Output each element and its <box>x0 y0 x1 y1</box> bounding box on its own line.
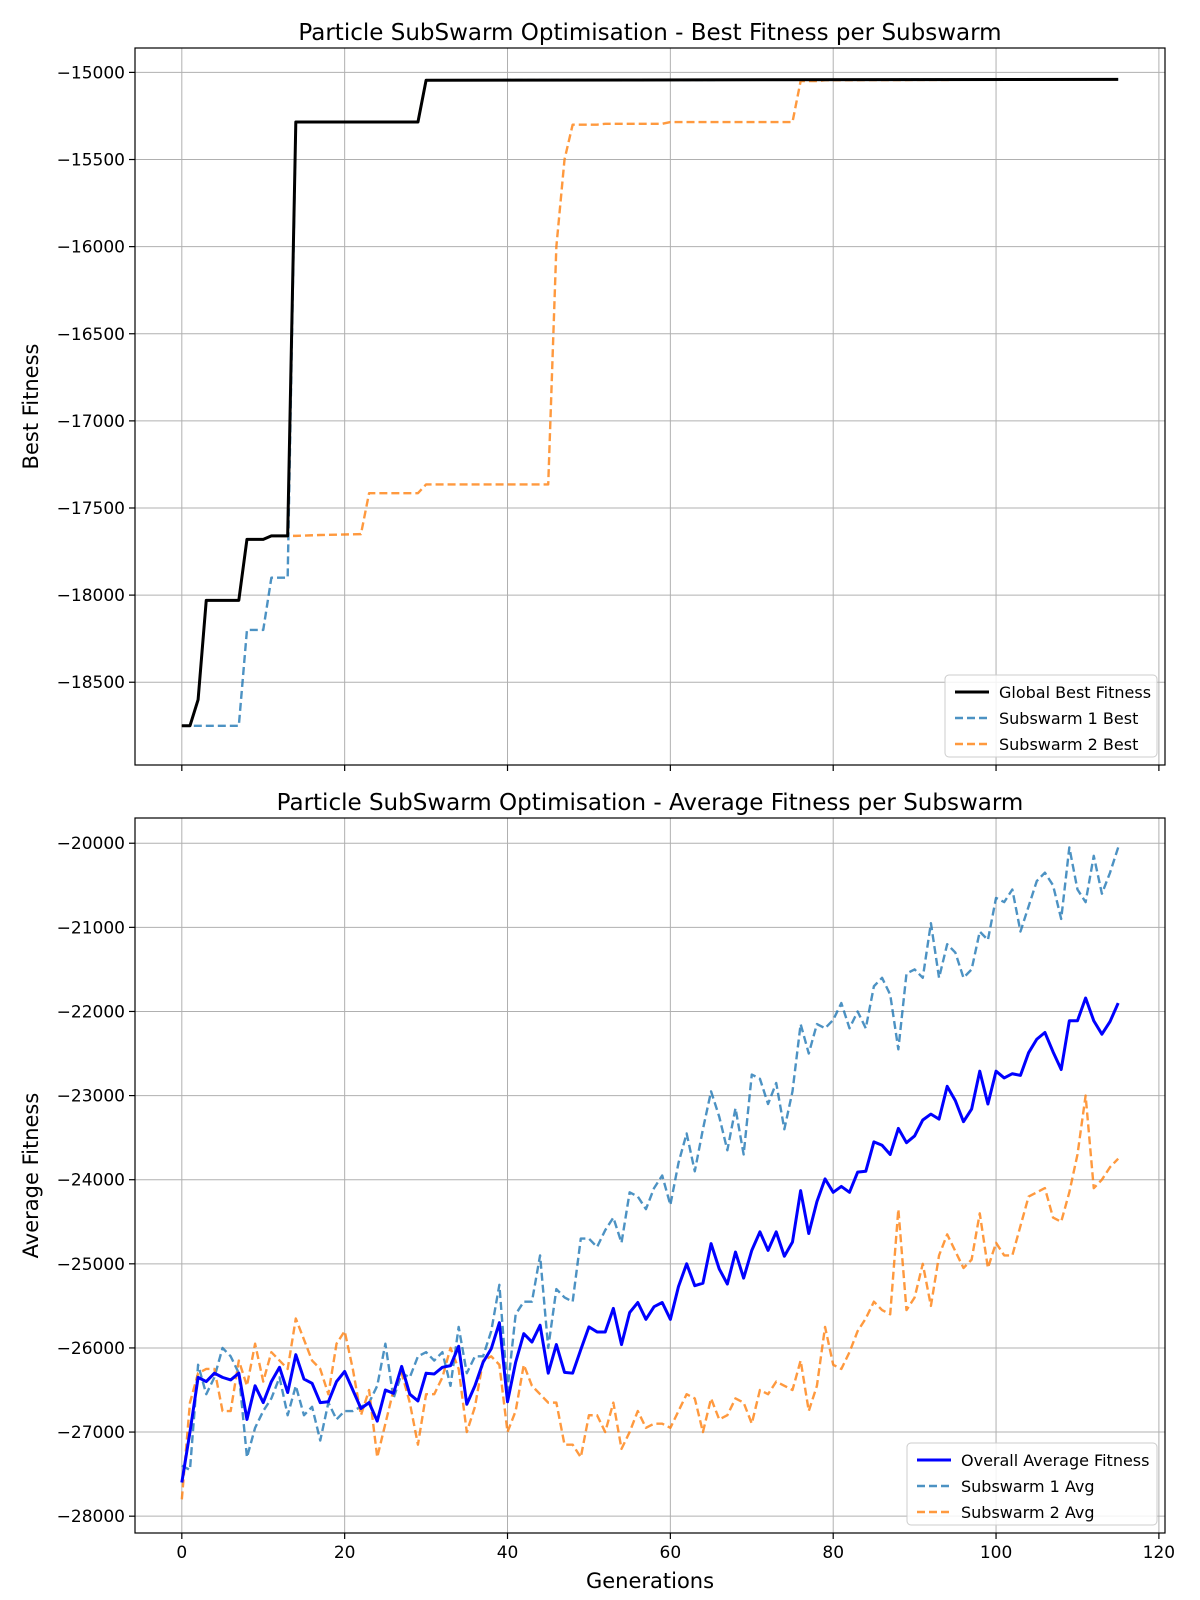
y-tick-label: −21000 <box>57 918 125 938</box>
axes-frame <box>134 47 1166 766</box>
average-fitness-chart: Particle SubSwarm Optimisation - Average… <box>19 790 1175 1593</box>
legend-label: Subswarm 2 Avg <box>961 1503 1095 1522</box>
y-tick-label: −25000 <box>57 1255 125 1275</box>
x-tick-label: 80 <box>822 1543 844 1563</box>
legend-label: Subswarm 1 Best <box>999 709 1138 728</box>
legend: Global Best Fitness Subswarm 1 Best Subswa… <box>944 674 1158 758</box>
axes-frame <box>134 817 1166 1534</box>
y-tick-label: −15500 <box>57 151 125 171</box>
series-line-subswarm-2-best <box>181 78 1119 727</box>
x-tick-label: 100 <box>980 1543 1012 1563</box>
y-tick-label: −16500 <box>57 325 125 345</box>
series-line-subswarm-2-avg <box>180 1094 1120 1500</box>
ticks: 0 20 40 60 80 100 120 −28000 −27000 −26000 −25000 −… <box>57 834 1175 1563</box>
y-axis-label: Average Fitness <box>19 1093 43 1259</box>
series-line-subswarm-1-avg <box>181 846 1120 1472</box>
y-tick-label: −27000 <box>57 1423 125 1443</box>
legend-label: Global Best Fitness <box>999 683 1151 702</box>
x-tick-label: 0 <box>176 1543 187 1563</box>
ticks: −18500 −18000 −17500 −17000 −16500 −16000 −155… <box>57 63 1160 771</box>
x-tick-label: 120 <box>1143 1543 1175 1563</box>
chart-title: Particle SubSwarm Optimisation - Best Fi… <box>298 20 1001 46</box>
y-tick-label: −26000 <box>57 1339 125 1359</box>
x-tick-label: 60 <box>660 1543 682 1563</box>
y-tick-label: −17000 <box>57 412 125 432</box>
global-best-overlay <box>181 78 1119 727</box>
y-tick-label: −28000 <box>57 1507 125 1527</box>
x-tick-label: 20 <box>334 1543 356 1563</box>
legend: Overall Average Fitness Subswarm 1 Avg Sub… <box>906 1442 1158 1526</box>
y-tick-label: −24000 <box>57 1171 125 1191</box>
x-tick-label: 40 <box>497 1543 519 1563</box>
legend-label: Subswarm 2 Best <box>999 735 1138 754</box>
legend-box <box>944 674 1158 758</box>
series-line-global-best-fitness <box>181 77 1119 728</box>
y-tick-label: −15000 <box>57 63 125 83</box>
y-tick-label: −20000 <box>57 834 125 854</box>
y-tick-label: −17500 <box>57 499 125 519</box>
y-tick-label: −23000 <box>57 1087 125 1107</box>
x-axis-label: Generations <box>586 1569 714 1593</box>
grid <box>135 48 1165 765</box>
series-line-overall-average-fitness <box>180 996 1120 1483</box>
series-group <box>180 846 1120 1500</box>
legend-box <box>906 1442 1158 1526</box>
best-fitness-chart: Particle SubSwarm Optimisation - Best Fi… <box>19 20 1166 771</box>
series-line-subswarm-1-best <box>181 78 1119 727</box>
y-tick-label: −18000 <box>57 586 125 606</box>
legend-label: Overall Average Fitness <box>961 1451 1149 1470</box>
y-axis-label: Best Fitness <box>19 344 43 470</box>
y-tick-label: −16000 <box>57 238 125 258</box>
series-group <box>181 77 1119 728</box>
y-tick-label: −18500 <box>57 673 125 693</box>
y-tick-label: −22000 <box>57 1002 125 1022</box>
chart-title: Particle SubSwarm Optimisation - Average… <box>277 790 1024 816</box>
legend-label: Subswarm 1 Avg <box>961 1477 1095 1496</box>
grid <box>135 818 1165 1533</box>
